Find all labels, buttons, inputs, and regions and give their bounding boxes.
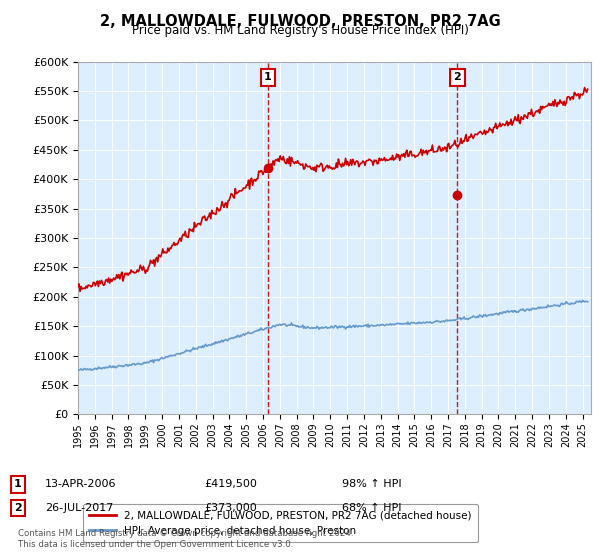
Text: £419,500: £419,500 — [204, 479, 257, 489]
Text: 26-JUL-2017: 26-JUL-2017 — [45, 503, 113, 513]
Text: £373,000: £373,000 — [204, 503, 257, 513]
Text: Price paid vs. HM Land Registry's House Price Index (HPI): Price paid vs. HM Land Registry's House … — [131, 24, 469, 37]
Text: 68% ↑ HPI: 68% ↑ HPI — [342, 503, 401, 513]
Text: 2: 2 — [14, 503, 22, 513]
Text: 1: 1 — [14, 479, 22, 489]
Text: 2: 2 — [454, 72, 461, 82]
Legend: 2, MALLOWDALE, FULWOOD, PRESTON, PR2 7AG (detached house), HPI: Average price, d: 2, MALLOWDALE, FULWOOD, PRESTON, PR2 7AG… — [83, 505, 478, 542]
Text: 13-APR-2006: 13-APR-2006 — [45, 479, 116, 489]
Text: 2, MALLOWDALE, FULWOOD, PRESTON, PR2 7AG: 2, MALLOWDALE, FULWOOD, PRESTON, PR2 7AG — [100, 14, 500, 29]
Text: 98% ↑ HPI: 98% ↑ HPI — [342, 479, 401, 489]
Text: 1: 1 — [264, 72, 272, 82]
Text: Contains HM Land Registry data © Crown copyright and database right 2024.
This d: Contains HM Land Registry data © Crown c… — [18, 529, 353, 549]
